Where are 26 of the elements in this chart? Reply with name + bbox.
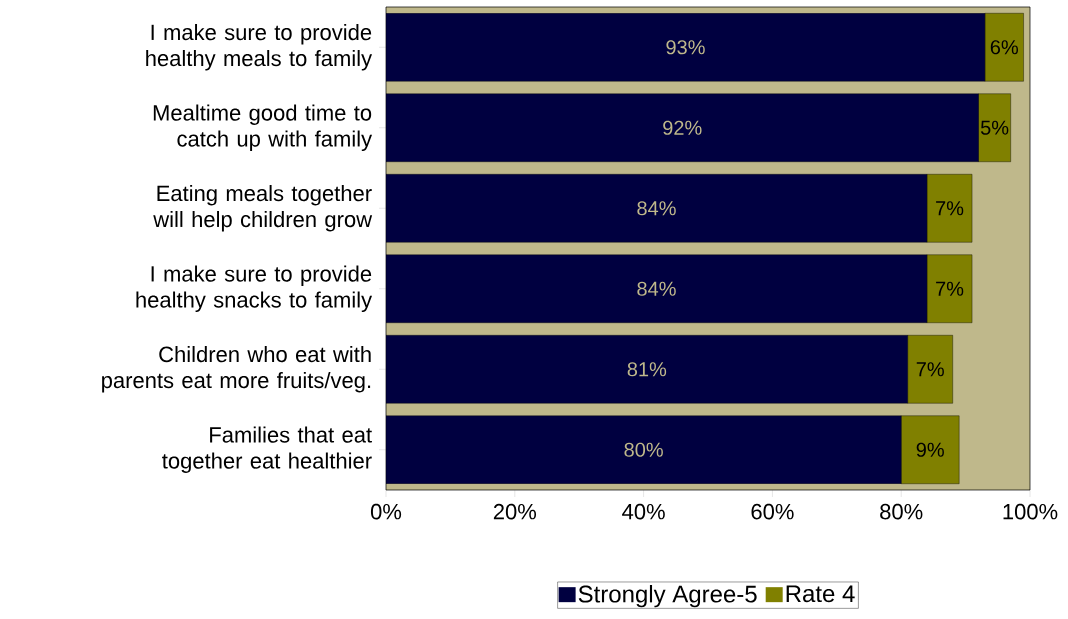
x-tick-label: 60% — [751, 503, 794, 520]
legend-label: Strongly Agree-5 — [578, 584, 757, 608]
data-label: 92% — [663, 120, 702, 135]
data-label: 80% — [624, 442, 663, 457]
data-label: 7% — [936, 281, 964, 296]
x-tick-label: 100% — [1003, 503, 1058, 520]
x-tick-label: 80% — [880, 503, 923, 520]
data-label: 9% — [916, 442, 944, 457]
y-tick-label: I make sure to provide healthy snacks to family — [136, 265, 373, 313]
y-tick-label: Families that eat together eat healthier — [162, 426, 372, 474]
data-label: 84% — [637, 281, 676, 296]
y-tick-label: Children who eat with parents eat more fruits/veg. — [102, 346, 371, 393]
y-tick-label: Eating meals together will help children grow — [153, 185, 373, 232]
legend-label: Rate 4 — [786, 585, 855, 603]
x-tick-label: 20% — [493, 503, 537, 520]
y-tick-label: Mealtime good time to catch up with family — [153, 104, 373, 151]
data-label: 5% — [980, 120, 1009, 135]
data-label: 81% — [627, 362, 667, 377]
y-tick-label: I make sure to provide healthy meals to family — [146, 24, 373, 71]
x-tick-label: 40% — [622, 503, 665, 520]
data-label: 84% — [637, 201, 676, 216]
data-label: 93% — [666, 40, 705, 55]
data-label: 7% — [916, 362, 944, 377]
data-label: 6% — [990, 40, 1018, 55]
x-tick-label: 0% — [370, 503, 402, 520]
data-label: 7% — [936, 201, 964, 216]
